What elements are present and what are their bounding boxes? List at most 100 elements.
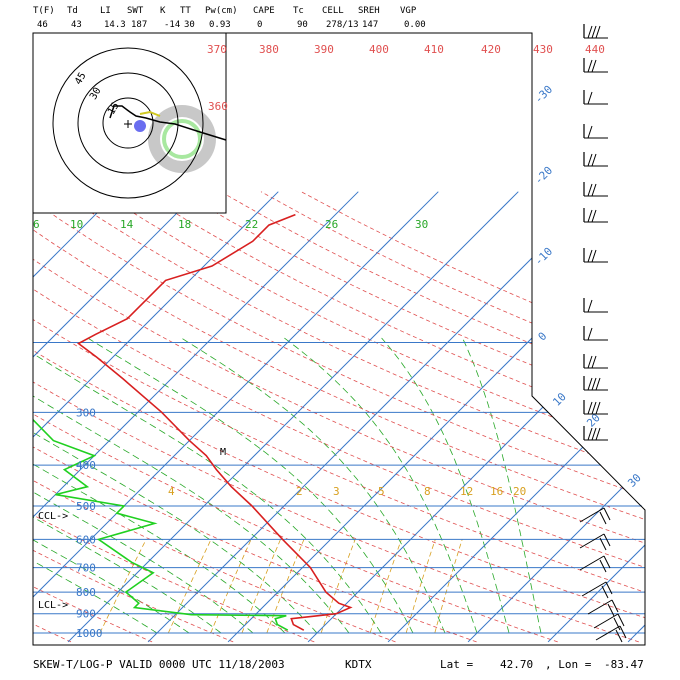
header-value: 46	[37, 20, 48, 30]
wind-barbs	[579, 24, 627, 643]
lon-value: -83.47	[604, 658, 644, 671]
mixing-ratio-label: 5	[378, 485, 385, 498]
thetae-label: 30	[415, 218, 428, 231]
wind-barb	[587, 355, 593, 369]
header-value: -14	[164, 20, 181, 30]
moist-adiabat-line	[33, 408, 190, 634]
thetae-label: 26	[325, 218, 338, 231]
isotherm-line	[307, 191, 645, 643]
hodograph-trace-low	[139, 110, 161, 117]
lcl-marker: LCL->	[38, 600, 68, 611]
moist-adiabat-line	[33, 337, 350, 634]
hodograph-ring	[52, 47, 204, 199]
wind-barb	[587, 209, 593, 223]
mixing-ratio-label: 4	[168, 485, 175, 498]
storm-motion-inner	[160, 117, 204, 161]
header-value: 14.3	[104, 20, 126, 30]
header-label: SREH	[358, 6, 380, 16]
temperature-profile-line	[77, 213, 353, 631]
profiles	[33, 213, 353, 631]
pressure-label: 300	[76, 406, 96, 419]
moist-adiabat-line	[381, 337, 510, 634]
wind-barb	[591, 25, 597, 39]
isotherm-line	[147, 191, 599, 643]
mixing-ratio-label: 2	[296, 485, 303, 498]
wind-barb	[603, 533, 611, 547]
wind-barb	[603, 507, 611, 521]
hodograph-ring-label: 30	[88, 86, 104, 102]
isotherm-line	[33, 191, 359, 643]
wind-barb	[587, 299, 593, 313]
wind-barb	[587, 401, 593, 415]
dewpoint-profile-line	[33, 378, 289, 631]
wind-barb	[603, 555, 611, 569]
header-value: 0	[257, 20, 263, 30]
wind-barb	[587, 59, 593, 73]
theta-label: 370	[207, 43, 227, 56]
mean-wind-dot	[134, 120, 146, 132]
mixing-ratio-line	[99, 539, 147, 634]
wind-barb	[579, 533, 605, 549]
moist-adiabat-line	[33, 363, 286, 634]
wind-barb	[599, 511, 607, 525]
theta-label: 420	[481, 43, 501, 56]
ccl-marker: CCL->	[38, 511, 68, 522]
wind-barb	[587, 91, 593, 105]
dry-adiabat-line	[33, 191, 645, 643]
dry-adiabat-line	[33, 191, 645, 643]
theta-label: 390	[314, 43, 334, 56]
pressure-label: 400	[76, 459, 96, 472]
header-label: CELL	[322, 6, 344, 16]
isotherm-line	[33, 191, 439, 643]
header-label: Pw(cm)	[205, 6, 238, 16]
wind-barb	[587, 427, 593, 441]
thetae-label: 22	[245, 218, 258, 231]
dry-adiabat-line	[33, 191, 645, 643]
header-value: 187	[131, 20, 148, 30]
moist-adiabat-line	[462, 337, 542, 634]
mixing-ratio-label: 3	[333, 485, 340, 498]
header-value: 0.00	[404, 20, 426, 30]
isotherm-line	[33, 191, 199, 643]
header-label: LI	[100, 6, 111, 16]
mixing-ratio-label: 8	[424, 485, 431, 498]
header-label: Tc	[293, 6, 304, 16]
mixing-ratio-label: 12	[460, 485, 473, 498]
m-marker: M	[220, 447, 226, 458]
header-label: SWT	[127, 6, 144, 16]
dry-adiabat-line	[33, 191, 477, 643]
thetae-label: 18	[178, 218, 191, 231]
moist-adiabat-line	[33, 337, 382, 634]
theta-label: 410	[424, 43, 444, 56]
dry-adiabat-line	[33, 191, 645, 643]
wind-barb	[587, 25, 593, 39]
pressure-label: 500	[76, 500, 96, 513]
header-label: Td	[67, 6, 78, 16]
pressure-label: 800	[76, 586, 96, 599]
wind-barb	[587, 599, 613, 615]
header-value: 147	[362, 20, 379, 30]
header-label: K	[160, 6, 166, 16]
wind-barb	[595, 25, 601, 39]
wind-barb	[607, 603, 615, 617]
hodograph-trace	[109, 105, 227, 141]
pressure-label: 1000	[76, 627, 103, 640]
wind-barb	[617, 613, 625, 627]
hodograph-ring	[77, 72, 179, 174]
thetae-label: 14	[120, 218, 134, 231]
dry-adiabat-line	[33, 191, 153, 643]
dry-adiabat-line	[33, 191, 645, 643]
station-id: KDTX	[345, 658, 372, 671]
wind-barb	[605, 581, 613, 595]
isotherm-line	[547, 191, 645, 643]
lon-label: , Lon =	[545, 658, 592, 671]
wind-barb	[613, 617, 621, 631]
pressure-label: 700	[76, 562, 96, 575]
dry-adiabat-line	[33, 191, 558, 643]
wind-barb	[595, 625, 621, 641]
wind-barb	[599, 537, 607, 551]
wind-barb	[591, 153, 597, 167]
hodograph-ring	[102, 97, 154, 149]
wind-barb	[587, 377, 593, 391]
